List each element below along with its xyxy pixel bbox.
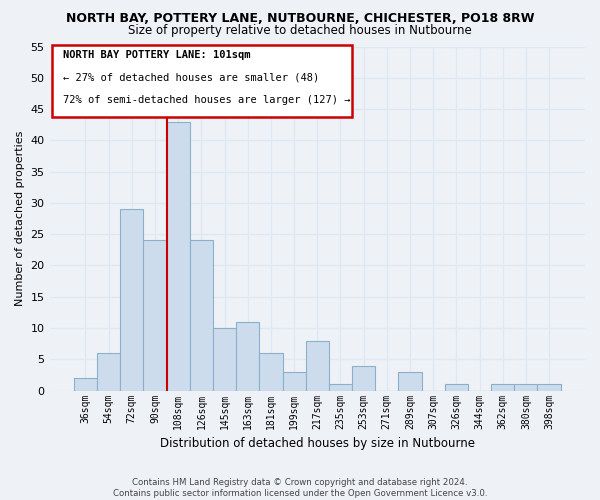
Bar [259,353,283,391]
FancyBboxPatch shape [52,45,352,117]
Bar [445,384,468,390]
Text: Size of property relative to detached houses in Nutbourne: Size of property relative to detached ho… [128,24,472,37]
Bar [352,366,375,390]
Text: 72% of semi-detached houses are larger (127) →: 72% of semi-detached houses are larger (… [63,94,350,104]
Bar [97,353,120,391]
X-axis label: Distribution of detached houses by size in Nutbourne: Distribution of detached houses by size … [160,437,475,450]
Bar [491,384,514,390]
Bar [236,322,259,390]
Y-axis label: Number of detached properties: Number of detached properties [15,131,25,306]
Bar [74,378,97,390]
Bar [514,384,538,390]
Bar [329,384,352,390]
Bar [167,122,190,390]
Bar [120,209,143,390]
Text: NORTH BAY POTTERY LANE: 101sqm: NORTH BAY POTTERY LANE: 101sqm [63,50,250,60]
Bar [190,240,213,390]
Text: NORTH BAY, POTTERY LANE, NUTBOURNE, CHICHESTER, PO18 8RW: NORTH BAY, POTTERY LANE, NUTBOURNE, CHIC… [66,12,534,26]
Bar [538,384,560,390]
Text: ← 27% of detached houses are smaller (48): ← 27% of detached houses are smaller (48… [63,72,319,83]
Bar [398,372,422,390]
Bar [305,340,329,390]
Bar [143,240,167,390]
Text: Contains HM Land Registry data © Crown copyright and database right 2024.
Contai: Contains HM Land Registry data © Crown c… [113,478,487,498]
Bar [213,328,236,390]
Bar [283,372,305,390]
